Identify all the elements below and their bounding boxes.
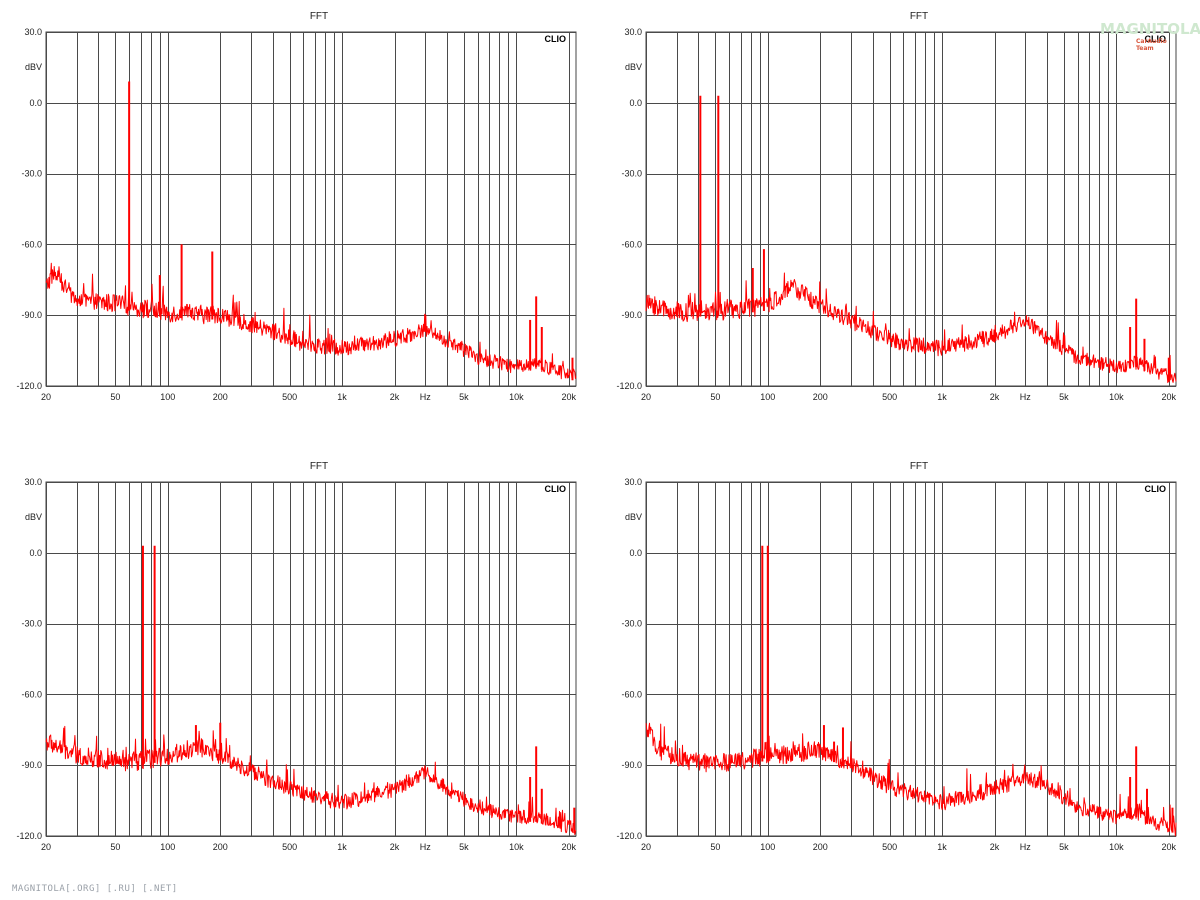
x-tick-label: 5k — [1059, 392, 1069, 402]
y-axis-label: dBV — [25, 62, 42, 72]
x-tick-label: 20 — [641, 842, 651, 852]
y-tick-label: -90.0 — [621, 310, 642, 320]
x-tick-label: 2k — [390, 842, 400, 852]
x-tick-label: 500 — [882, 392, 897, 402]
y-tick-label: -60.0 — [621, 689, 642, 699]
y-tick-label: -120.0 — [616, 381, 642, 391]
plot-frame — [45, 481, 577, 837]
x-tick-label: 50 — [110, 392, 120, 402]
y-tick-label: -60.0 — [21, 689, 42, 699]
y-axis-label: dBV — [25, 512, 42, 522]
y-tick-label: 30.0 — [24, 477, 42, 487]
site-watermark: MAGNITOLA[.ORG] [.RU] [.NET] — [12, 884, 178, 894]
x-tick-label: 200 — [813, 842, 828, 852]
plot-frame — [645, 31, 1177, 387]
x-tick-label: 100 — [760, 842, 775, 852]
x-tick-label: 10k — [509, 392, 524, 402]
y-tick-label: -120.0 — [16, 831, 42, 841]
y-tick-label: 0.0 — [629, 98, 642, 108]
x-tick-label: 500 — [882, 842, 897, 852]
x-tick-label: 2k — [390, 392, 400, 402]
x-tick-label: 50 — [110, 842, 120, 852]
x-tick-label: 1k — [937, 392, 947, 402]
x-tick-label: 10k — [1109, 842, 1124, 852]
y-tick-label: -90.0 — [21, 760, 42, 770]
y-axis-label: dBV — [625, 512, 642, 522]
x-tick-label: 20 — [641, 392, 651, 402]
x-tick-label: 5k — [459, 842, 469, 852]
x-tick-label: Hz — [1020, 842, 1031, 852]
y-tick-label: 30.0 — [624, 477, 642, 487]
x-tick-label: 100 — [160, 392, 175, 402]
x-tick-label: 20k — [562, 392, 577, 402]
x-tick-label: 5k — [1059, 842, 1069, 852]
x-tick-label: 500 — [282, 392, 297, 402]
y-axis-label: dBV — [625, 62, 642, 72]
chart-title: FFT — [910, 11, 928, 22]
plot-frame — [645, 481, 1177, 837]
logo-subtext: CarAudio Team — [1136, 38, 1167, 52]
fft-chart-bottom-left: FFT CLIO 30.0 0.0 -30.0 -60.0 -90.0 -120.0 dBV 20… — [16, 461, 576, 852]
y-tick-label: -30.0 — [21, 169, 42, 179]
y-tick-label: -60.0 — [621, 239, 642, 249]
y-tick-label: 0.0 — [29, 98, 42, 108]
clio-brand-label: CLIO — [545, 34, 567, 44]
logo-text: MAGNITOLA — [1100, 20, 1200, 38]
x-tick-label: 10k — [1109, 392, 1124, 402]
clio-brand-label: CLIO — [1145, 484, 1167, 494]
x-tick-label: 2k — [990, 842, 1000, 852]
x-tick-label: 10k — [509, 842, 524, 852]
chart-title: FFT — [910, 461, 928, 472]
x-tick-label: 20k — [1162, 392, 1177, 402]
x-tick-label: 50 — [710, 392, 720, 402]
fft-chart-top-left: FFT CLIO 30.0 0.0 -30.0 -60.0 -90.0 -120.0 dBV 20… — [16, 11, 576, 402]
y-tick-label: -30.0 — [21, 619, 42, 629]
x-tick-label: 1k — [337, 392, 347, 402]
x-tick-label: Hz — [420, 842, 431, 852]
y-tick-label: 30.0 — [624, 27, 642, 37]
chart-title: FFT — [310, 11, 328, 22]
x-tick-label: 100 — [760, 392, 775, 402]
x-tick-label: 5k — [459, 392, 469, 402]
y-tick-label: 0.0 — [629, 548, 642, 558]
y-tick-label: -60.0 — [21, 239, 42, 249]
x-tick-label: 1k — [937, 842, 947, 852]
plot-frame — [45, 31, 577, 387]
x-tick-label: 20k — [562, 842, 577, 852]
y-tick-label: -120.0 — [16, 381, 42, 391]
x-tick-label: 200 — [213, 842, 228, 852]
x-tick-label: Hz — [1020, 392, 1031, 402]
noise-floor-series — [645, 272, 1177, 384]
x-tick-label: 2k — [990, 392, 1000, 402]
x-tick-label: 100 — [160, 842, 175, 852]
noise-floor-series — [45, 725, 577, 835]
x-tick-label: 50 — [710, 842, 720, 852]
x-tick-label: 20 — [41, 392, 51, 402]
fft-chart-bottom-right: FFT CLIO 30.0 0.0 -30.0 -60.0 -90.0 -120.0 dBV 20… — [616, 461, 1176, 852]
y-tick-label: -90.0 — [21, 310, 42, 320]
x-tick-label: 20k — [1162, 842, 1177, 852]
clio-brand-label: CLIO — [1145, 34, 1167, 44]
fft-chart-top-right: FFT CLIO 30.0 0.0 -30.0 -60.0 -90.0 -120.0 dBV 20… — [616, 11, 1176, 402]
x-tick-label: 200 — [213, 392, 228, 402]
x-tick-label: 1k — [337, 842, 347, 852]
site-logo: MAGNITOLA CarAudio Team — [1100, 20, 1200, 52]
x-tick-label: 500 — [282, 842, 297, 852]
x-tick-label: Hz — [420, 392, 431, 402]
y-tick-label: -30.0 — [621, 169, 642, 179]
noise-floor-series — [45, 262, 577, 381]
chart-title: FFT — [310, 461, 328, 472]
y-tick-label: -120.0 — [616, 831, 642, 841]
x-tick-label: 20 — [41, 842, 51, 852]
noise-floor-series — [645, 722, 1177, 837]
y-tick-label: -90.0 — [621, 760, 642, 770]
y-tick-label: 0.0 — [29, 548, 42, 558]
y-tick-label: -30.0 — [621, 619, 642, 629]
clio-brand-label: CLIO — [545, 484, 567, 494]
y-tick-label: 30.0 — [24, 27, 42, 37]
x-tick-label: 200 — [813, 392, 828, 402]
